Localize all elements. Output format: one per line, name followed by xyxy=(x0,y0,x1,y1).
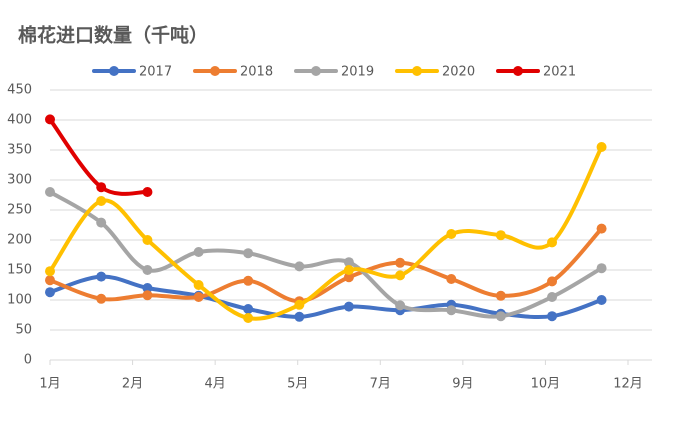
data-point xyxy=(96,196,107,206)
data-point xyxy=(45,114,55,125)
y-tick-label: 350 xyxy=(7,143,32,158)
y-tick-label: 50 xyxy=(15,323,32,338)
x-tick-label: 1月 xyxy=(39,377,60,392)
data-point xyxy=(596,295,607,305)
data-point xyxy=(96,217,107,228)
legend-label: 2018 xyxy=(240,65,273,80)
x-tick-label: 5月 xyxy=(287,377,308,392)
data-point xyxy=(243,313,254,323)
chart-title: 棉花进口数量（千吨） xyxy=(18,24,208,47)
series-line xyxy=(48,146,604,321)
data-point xyxy=(547,237,558,248)
data-point xyxy=(343,257,354,268)
x-tick-label: 9月 xyxy=(452,377,473,392)
legend-label: 2021 xyxy=(543,65,576,80)
data-point xyxy=(294,299,305,310)
legend-marker xyxy=(513,66,523,76)
x-tick-label: 4月 xyxy=(205,377,226,392)
data-point xyxy=(343,272,354,283)
data-point xyxy=(547,311,558,322)
data-point xyxy=(45,266,55,277)
data-point xyxy=(45,287,55,298)
data-point xyxy=(596,142,607,152)
data-point xyxy=(193,247,204,257)
data-point xyxy=(596,223,607,234)
data-point xyxy=(193,280,204,290)
data-point xyxy=(446,305,457,316)
legend-marker xyxy=(109,66,119,76)
data-point xyxy=(446,274,457,284)
data-point xyxy=(596,263,607,274)
y-tick-label: 300 xyxy=(7,173,32,188)
legend-label: 2019 xyxy=(341,65,374,80)
data-point xyxy=(294,311,305,322)
data-point xyxy=(395,257,406,268)
y-tick-label: 250 xyxy=(7,203,32,218)
data-point xyxy=(343,265,354,275)
y-tick-label: 150 xyxy=(7,263,32,278)
data-point xyxy=(243,248,254,259)
legend-marker xyxy=(311,66,321,76)
data-point xyxy=(547,292,558,302)
legend-marker xyxy=(412,66,422,76)
data-point xyxy=(495,311,506,322)
data-point xyxy=(142,187,153,197)
y-tick-label: 200 xyxy=(7,233,32,248)
data-point xyxy=(45,187,55,197)
y-tick-label: 0 xyxy=(24,353,32,368)
data-point xyxy=(45,275,55,286)
x-tick-label: 12月 xyxy=(613,377,643,392)
data-point xyxy=(96,182,107,193)
data-point xyxy=(446,229,457,239)
data-point xyxy=(193,292,204,302)
data-point xyxy=(294,261,305,272)
data-point xyxy=(142,265,153,275)
data-point xyxy=(547,276,558,287)
data-point xyxy=(243,275,254,286)
data-point xyxy=(96,271,107,282)
y-tick-label: 100 xyxy=(7,293,32,308)
data-point xyxy=(142,235,153,245)
data-point xyxy=(142,283,153,293)
data-point xyxy=(495,290,506,301)
y-tick-label: 400 xyxy=(7,113,32,128)
x-tick-label: 10月 xyxy=(531,377,561,392)
data-point xyxy=(395,270,406,281)
data-point xyxy=(395,300,406,311)
data-point xyxy=(343,301,354,312)
data-point xyxy=(243,304,254,314)
x-tick-label: 7月 xyxy=(370,377,391,392)
legend-label: 2017 xyxy=(139,65,172,80)
y-tick-label: 450 xyxy=(7,83,32,98)
data-point xyxy=(142,290,153,301)
data-point xyxy=(96,293,107,304)
legend-marker xyxy=(210,66,220,76)
legend-label: 2020 xyxy=(442,65,475,80)
x-tick-label: 2月 xyxy=(122,377,143,392)
data-point xyxy=(495,230,506,241)
